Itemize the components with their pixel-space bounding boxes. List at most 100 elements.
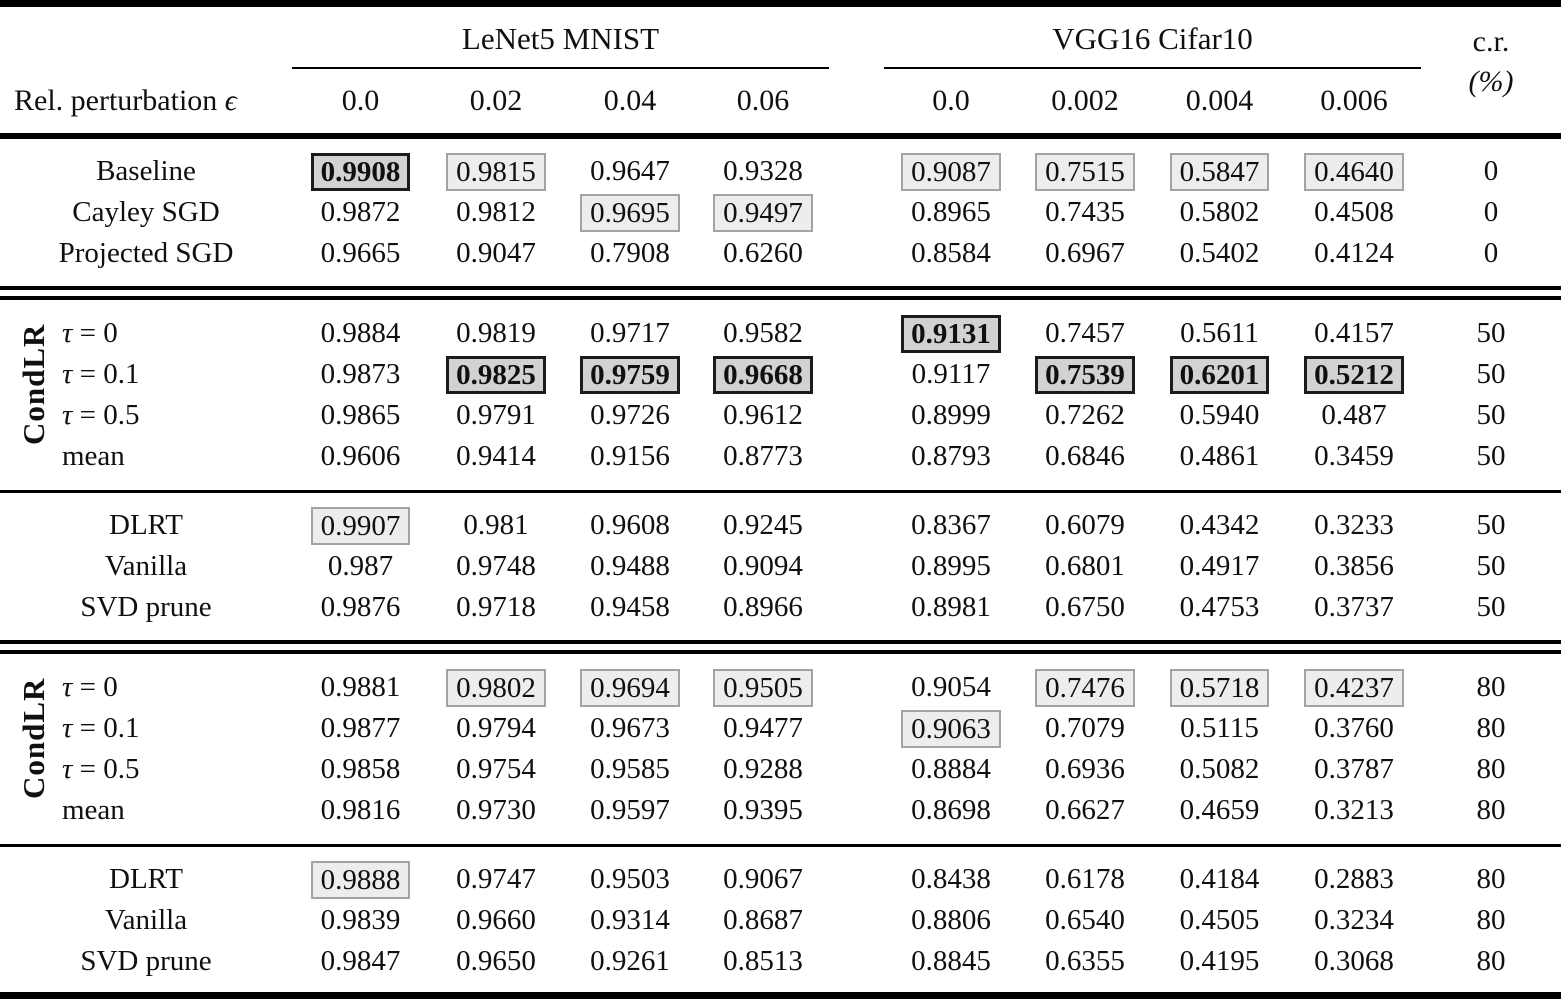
- table-cell: 0.3459: [1287, 442, 1421, 471]
- accuracy-value: 0.8438: [911, 863, 991, 895]
- accuracy-value: 0.3760: [1314, 712, 1394, 744]
- accuracy-value: 0.4342: [1179, 509, 1260, 541]
- table-row: mean 0.9816 0.9730 0.9597 0.9395 0.8698 0.6627…: [0, 790, 1561, 831]
- highlighted-accuracy-value: 0.9815: [446, 152, 546, 191]
- section-divider-rule: [0, 490, 1561, 493]
- accuracy-value: 0.5402: [1179, 237, 1260, 269]
- table-cell: 0.9872: [292, 198, 429, 227]
- table-row: Projected SGD 0.9665 0.9047 0.7908 0.6260 0.8…: [0, 233, 1561, 274]
- table-row: τ = 0.5 0.9865 0.9791 0.9726 0.9612 0.8999 0.7…: [0, 395, 1561, 436]
- table-cell: 0.7515: [1018, 152, 1152, 191]
- row-label: SVD prune: [80, 945, 212, 977]
- section-divider-rule: [0, 286, 1561, 300]
- highlighted-accuracy-value: 0.5212: [1304, 355, 1404, 394]
- stub-header: Rel. perturbation ϵ: [0, 69, 292, 133]
- accuracy-value: 0.9718: [456, 591, 536, 623]
- table-row: SVD prune 0.9876 0.9718 0.9458 0.8966 0.8981 0…: [0, 587, 1561, 628]
- compression-ratio-value: 50: [1476, 591, 1506, 623]
- accuracy-value: 0.9665: [320, 237, 401, 269]
- table-row: τ = 0.5 0.9858 0.9754 0.9585 0.9288 0.8884 0.6…: [0, 749, 1561, 790]
- row-label: Projected SGD: [58, 237, 234, 269]
- group-side-label: CondLR: [16, 323, 51, 445]
- cr-label: c.r.: [1472, 25, 1510, 58]
- table-row: Vanilla 0.9839 0.9660 0.9314 0.8687 0.8806 0.6…: [0, 900, 1561, 941]
- table-cell: 0.9695: [563, 193, 697, 232]
- table-cell: 0.7539: [1018, 355, 1152, 394]
- table-cell: 0.9414: [429, 442, 563, 471]
- accuracy-value: 0.9245: [723, 509, 803, 541]
- row-label: τ = 0.1: [62, 358, 140, 390]
- table-cell: 0.9881: [292, 673, 429, 702]
- compression-ratio-value: 80: [1476, 904, 1506, 936]
- highlighted-accuracy-value: 0.9497: [713, 193, 813, 232]
- column-header-tick: 0.06: [736, 84, 790, 117]
- table-row: DLRT 0.9907 0.981 0.9608 0.9245 0.8367 0.6079 0…: [0, 505, 1561, 546]
- accuracy-value: 0.9858: [320, 753, 401, 785]
- accuracy-value: 0.5082: [1179, 753, 1260, 785]
- highlighted-accuracy-value: 0.4237: [1304, 668, 1404, 707]
- table-cell: 0.9665: [292, 239, 429, 268]
- cr-percent-label: (%): [1468, 65, 1514, 98]
- accuracy-value: 0.5940: [1179, 399, 1260, 431]
- table-cell: 0.8698: [884, 796, 1018, 825]
- accuracy-value: 0.4917: [1179, 550, 1260, 582]
- accuracy-value: 0.9488: [590, 550, 670, 582]
- table-cell: 0.9876: [292, 593, 429, 622]
- compression-ratio-value: 80: [1476, 753, 1506, 785]
- table-cell: 0.4342: [1152, 511, 1287, 540]
- highlighted-accuracy-value: 0.9063: [901, 709, 1001, 748]
- table-cell: 0.9839: [292, 906, 429, 935]
- accuracy-value: 0.8965: [911, 196, 991, 228]
- header-bottom-rule: [0, 133, 1561, 139]
- accuracy-value: 0.3787: [1314, 753, 1394, 785]
- table-cell: 0.8438: [884, 865, 1018, 894]
- table-row: Baseline 0.9908 0.9815 0.9647 0.9328 0.9087 0.…: [0, 151, 1561, 192]
- highlighted-accuracy-value: 0.9087: [901, 152, 1001, 191]
- table-cell: 0.3760: [1287, 714, 1421, 743]
- accuracy-value: 0.981: [463, 509, 529, 541]
- table-cell: 0.9847: [292, 947, 429, 976]
- table-row: τ = 0.1 0.9877 0.9794 0.9673 0.9477 0.9063 0.7…: [0, 708, 1561, 749]
- table-section: CondLR τ = 0 0.9881 0.9802 0.9694 0.9505 0.905…: [0, 654, 1561, 844]
- table-cell: 0.8793: [884, 442, 1018, 471]
- accuracy-value: 0.9660: [456, 904, 536, 936]
- row-label: Cayley SGD: [72, 196, 220, 228]
- table-cell: 0.9668: [697, 355, 829, 394]
- table-cell: 0.5402: [1152, 239, 1287, 268]
- table-cell: 0.4184: [1152, 865, 1287, 894]
- table-section: CondLR τ = 0 0.9884 0.9819 0.9717 0.9582 0.913…: [0, 300, 1561, 490]
- group-header-label: LeNet5 MNIST: [461, 21, 660, 56]
- table-cell: 0.6627: [1018, 796, 1152, 825]
- accuracy-value: 0.4195: [1179, 945, 1260, 977]
- table-cell: 0.9888: [292, 860, 429, 899]
- group-header-lenet5-mnist: LeNet5 MNIST: [292, 11, 829, 69]
- accuracy-value: 0.9847: [320, 945, 401, 977]
- column-header-compression-ratio: c.r. (%): [1421, 7, 1561, 133]
- compression-ratio-value: 50: [1476, 399, 1506, 431]
- accuracy-value: 0.3737: [1314, 591, 1394, 623]
- accuracy-value: 0.9865: [320, 399, 401, 431]
- table-bottom-rule: [0, 992, 1561, 999]
- accuracy-value: 0.4124: [1314, 237, 1394, 269]
- table-cell: 0.8773: [697, 442, 829, 471]
- table-body: Baseline 0.9908 0.9815 0.9647 0.9328 0.9087 0.…: [0, 139, 1561, 994]
- accuracy-value: 0.6846: [1045, 440, 1125, 472]
- accuracy-value: 0.4184: [1179, 863, 1260, 895]
- table-cell: 0.6750: [1018, 593, 1152, 622]
- highlighted-accuracy-value: 0.5718: [1169, 668, 1270, 707]
- accuracy-value: 0.9794: [456, 712, 536, 744]
- accuracy-value: 0.3068: [1314, 945, 1394, 977]
- table-cell: 0.9730: [429, 796, 563, 825]
- accuracy-value: 0.4861: [1179, 440, 1260, 472]
- accuracy-value: 0.7457: [1045, 317, 1125, 349]
- row-label: DLRT: [109, 863, 183, 895]
- accuracy-value: 0.987: [327, 550, 394, 582]
- compression-ratio-value: 50: [1476, 358, 1506, 390]
- table-cell: 0.9877: [292, 714, 429, 743]
- accuracy-value: 0.9872: [320, 196, 401, 228]
- accuracy-value: 0.8513: [723, 945, 803, 977]
- table-cell: 0.987: [292, 552, 429, 581]
- table-cell: 0.3787: [1287, 755, 1421, 784]
- table-cell: 0.9503: [563, 865, 697, 894]
- table-cell: 0.9718: [429, 593, 563, 622]
